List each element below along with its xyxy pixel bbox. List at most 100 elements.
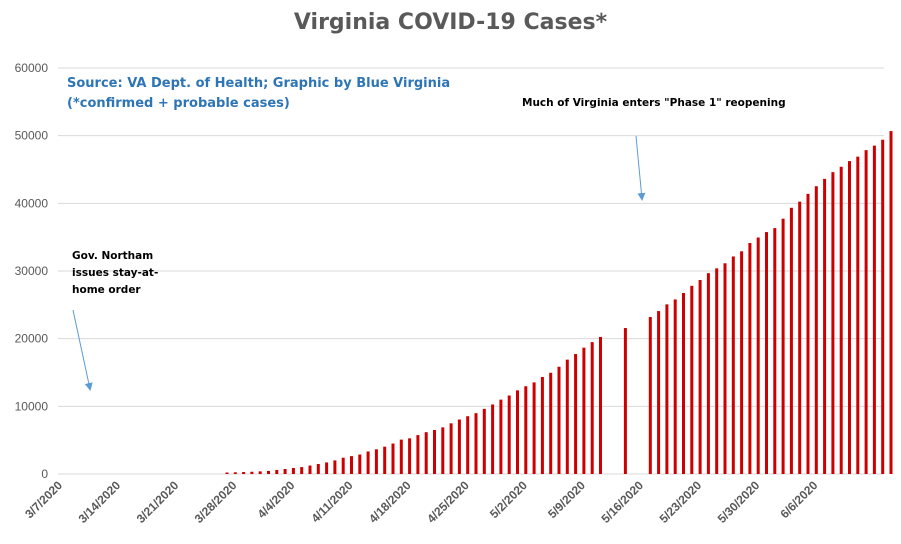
arrow-stay-at-home [72, 309, 93, 391]
annotation-stay-at-home-line-2: issues stay-at- [72, 267, 159, 279]
bar [457, 419, 461, 474]
bar [706, 273, 710, 474]
bar [557, 366, 561, 474]
bar [482, 408, 486, 474]
annotation-stay-at-home-line-3: home order [72, 284, 141, 296]
bar [524, 386, 528, 474]
bar [565, 359, 569, 474]
bar [233, 472, 237, 474]
bar [499, 399, 503, 474]
bar [773, 228, 777, 474]
bar [474, 413, 478, 474]
x-tick-label: 3/14/2020 [76, 478, 124, 526]
bar [267, 470, 270, 474]
x-tick-label: 4/25/2020 [424, 478, 472, 526]
bar [383, 446, 387, 474]
source-line-1: Source: VA Dept. of Health; Graphic by B… [67, 76, 451, 91]
bar [731, 256, 735, 474]
bar [648, 317, 652, 474]
bar [657, 311, 661, 474]
annotation-stay-at-home: Gov. Northam issues stay-at- home order [72, 248, 158, 299]
y-tick-label: 40000 [15, 196, 49, 210]
y-tick-label: 30000 [15, 264, 49, 278]
bar [424, 432, 428, 474]
x-tick-label: 3/21/2020 [134, 478, 182, 526]
bar [250, 471, 254, 474]
bar [466, 416, 470, 474]
annotation-phase-1: Much of Virginia enters "Phase 1" reopen… [522, 95, 786, 112]
bar [441, 427, 445, 474]
bar [291, 467, 295, 474]
y-tick-label: 10000 [15, 399, 49, 413]
bar [300, 467, 304, 474]
bar [391, 443, 395, 474]
bar [698, 279, 702, 474]
bar [590, 342, 594, 474]
x-tick-label: 4/18/2020 [366, 478, 414, 526]
bar [366, 451, 370, 474]
bar [325, 462, 329, 474]
bar [781, 218, 785, 474]
bar [283, 468, 287, 474]
bar [848, 161, 851, 475]
bar [756, 237, 760, 474]
bar [582, 347, 586, 474]
bar [872, 145, 876, 475]
bar [516, 390, 519, 474]
bar [690, 285, 694, 474]
bar [316, 463, 320, 474]
bar [740, 251, 744, 474]
y-tick-label: 60000 [15, 61, 49, 75]
bar [798, 201, 802, 474]
annotation-stay-at-home-line-1: Gov. Northam [72, 250, 154, 262]
bar [491, 404, 495, 474]
bar [864, 150, 868, 474]
y-tick-label: 0 [41, 467, 48, 481]
bar [889, 131, 893, 474]
bar [715, 268, 719, 474]
bar [408, 438, 412, 474]
source-line-2: (*confirmed + probable cases) [67, 96, 290, 111]
bar [723, 263, 727, 474]
bar [599, 336, 602, 474]
bar [831, 172, 835, 475]
y-tick-label: 50000 [15, 129, 49, 143]
bar [333, 460, 337, 474]
bar [358, 454, 362, 474]
bar [350, 456, 353, 474]
x-tick-label: 4/4/2020 [255, 478, 298, 521]
bar [765, 232, 768, 474]
bar [507, 395, 511, 474]
bar [242, 472, 246, 474]
bar [449, 423, 453, 474]
bar [823, 178, 827, 474]
x-tick-label: 4/11/2020 [308, 478, 355, 525]
bar [574, 354, 578, 474]
chart-title: Virginia COVID-19 Cases* [293, 10, 608, 35]
x-tick-label: 3/7/2020 [22, 478, 65, 521]
annotation-phase-1-line-1: Much of Virginia enters "Phase 1" reopen… [522, 97, 786, 109]
bar [806, 193, 810, 475]
bar [225, 472, 229, 474]
bar [881, 139, 885, 474]
bar [789, 207, 793, 475]
x-tick-label: 5/2/2020 [487, 478, 530, 521]
x-tick-label: 5/30/2020 [715, 478, 763, 526]
bar [673, 299, 677, 474]
arrow-phase-1 [635, 135, 646, 201]
bar [623, 328, 627, 474]
bar [416, 435, 420, 474]
bar [532, 382, 536, 474]
x-tick-label: 5/16/2020 [598, 478, 646, 526]
bar [275, 469, 279, 474]
bar [748, 242, 752, 474]
x-tick-label: 5/23/2020 [657, 478, 705, 526]
bar [665, 304, 669, 474]
bar [549, 372, 553, 474]
bar [308, 465, 312, 474]
bar [540, 376, 544, 474]
bar [341, 457, 345, 474]
bar [399, 439, 403, 474]
y-tick-label: 20000 [15, 332, 49, 346]
